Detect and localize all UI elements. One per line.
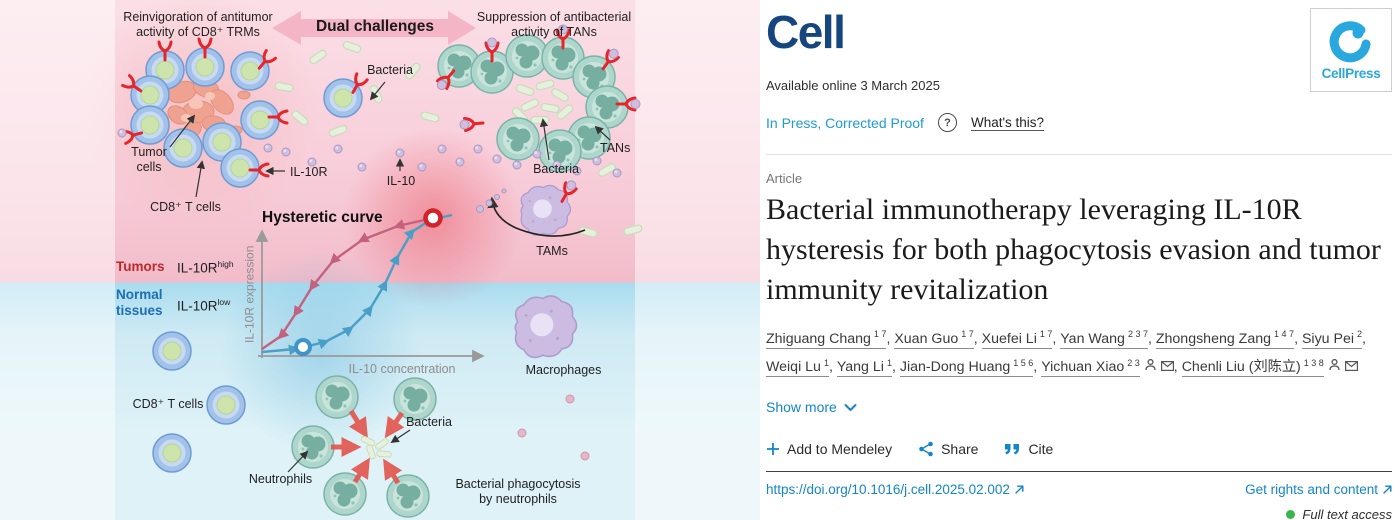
footer-divider <box>766 471 1392 473</box>
neutrophils-label: Neutrophils <box>248 472 313 486</box>
author[interactable]: Siyu Pei 2 <box>1301 329 1366 349</box>
cd8-top-label: CD8⁺ T cells <box>150 200 221 214</box>
cell-journal-logo[interactable]: Cell <box>766 6 846 58</box>
hysteresis-chart <box>255 208 485 363</box>
tans-label: TANs <box>600 141 631 155</box>
plus-icon <box>767 443 779 456</box>
author-corresponding[interactable]: Yichuan Xiao 2 3 <box>1041 358 1182 378</box>
available-online-date: Available online 3 March 2025 <box>766 78 940 93</box>
graphical-abstract: Reinvigoration of antitumor activity of … <box>0 0 760 520</box>
normal-tissues-label: Normal tissues <box>116 287 163 318</box>
person-icon <box>1329 359 1340 375</box>
tumor-cells-label: Tumor cells <box>131 145 167 175</box>
y-axis-label: IL-10R expression <box>242 245 257 344</box>
access-dot-icon <box>1286 510 1296 520</box>
bacteria-burst-label: Bacteria <box>406 415 452 429</box>
dual-challenges-arrow <box>272 11 476 45</box>
cd8-bottom-label: CD8⁺ T cells <box>132 397 204 411</box>
article-title: Bacterial immunotherapy leveraging IL-10… <box>766 193 1381 306</box>
article-header-panel: Cell CellPress Available online 3 March … <box>760 0 1400 520</box>
cite-icon <box>1005 443 1020 455</box>
tan-bacteria-cluster <box>510 78 575 125</box>
hysteretic-curve-label: Hysteretic curve <box>262 209 383 226</box>
chevron-down-icon <box>844 403 857 411</box>
pink-dots <box>517 394 590 461</box>
email-icon <box>1344 359 1358 375</box>
help-icon[interactable]: ? <box>937 113 957 132</box>
graphical-abstract-art <box>117 11 644 518</box>
add-to-mendeley-button[interactable]: Add to Mendeley <box>766 441 892 457</box>
author[interactable]: Zhiguang Chang 1 7 <box>766 329 894 349</box>
annotation-arrows <box>169 81 611 473</box>
tam-cell <box>476 178 586 237</box>
get-rights-link[interactable]: Get rights and content <box>1245 482 1392 497</box>
author[interactable]: Xuan Guo 1 7 <box>894 329 982 349</box>
il10r-low-label: IL-10Rlow <box>177 297 231 314</box>
whats-this-link[interactable]: What's this? <box>970 114 1045 131</box>
tams-label: TAMs <box>536 244 568 258</box>
status-row: In Press, Corrected Proof ? What's this? <box>766 113 1392 132</box>
il10r-label: IL-10R <box>290 165 328 179</box>
bacteria-top-label: Bacteria <box>367 63 413 77</box>
person-icon <box>1145 359 1156 375</box>
external-link-icon <box>1383 485 1392 494</box>
author[interactable]: Weiqi Lu 1 <box>766 358 837 378</box>
share-icon <box>919 442 933 457</box>
in-press-link[interactable]: In Press, Corrected Proof <box>766 114 924 131</box>
author[interactable]: Yang Li 1 <box>836 358 900 378</box>
il10r-high-label: IL-10Rhigh <box>177 259 234 276</box>
macrophages-label: Macrophages <box>525 363 602 377</box>
author[interactable]: Jian-Dong Huang 1 5 6 <box>899 358 1041 378</box>
neutrophil-burst <box>291 375 437 518</box>
author[interactable]: Xuefei Li 1 7 <box>981 329 1060 349</box>
cellpress-wordmark: CellPress <box>1321 65 1381 81</box>
cellpress-swirl-icon <box>1329 20 1371 62</box>
author-corresponding[interactable]: Chenli Liu (刘陈立) 1 3 8 <box>1181 358 1358 378</box>
cellpress-logo[interactable]: CellPress <box>1310 8 1392 92</box>
bacteria-tan-label: Bacteria <box>533 162 579 176</box>
high-state-marker <box>423 208 443 228</box>
action-bar: Add to Mendeley Share Cite <box>766 441 1392 457</box>
caption-antitumor: Reinvigoration of antitumor activity of … <box>123 10 273 40</box>
article-type: Article <box>766 171 803 186</box>
doi-link[interactable]: https://doi.org/10.1016/j.cell.2025.02.0… <box>766 482 1024 497</box>
external-link-icon <box>1015 485 1024 494</box>
dual-challenges-label: Dual challenges <box>315 18 434 35</box>
tumors-label: Tumors <box>116 259 165 274</box>
x-axis-label: IL-10 concentration <box>348 362 456 376</box>
author[interactable]: Zhongsheng Zang 1 4 7 <box>1155 329 1302 349</box>
author[interactable]: Yan Wang 2 3 7 <box>1060 329 1156 349</box>
show-more-button[interactable]: Show more <box>766 399 857 415</box>
share-button[interactable]: Share <box>918 441 978 457</box>
caption-antibacterial: Suppression of antibacterial activity of… <box>476 10 632 40</box>
full-text-access: Full text access <box>766 507 1392 520</box>
email-icon <box>1160 359 1174 375</box>
macrophage-cell <box>514 295 578 359</box>
phagocytosis-label: Bacterial phagocytosis by neutrophils <box>455 477 581 507</box>
header-divider <box>766 154 1392 155</box>
low-state-marker <box>294 338 312 356</box>
il10-label: IL-10 <box>386 174 416 188</box>
doi-row: https://doi.org/10.1016/j.cell.2025.02.0… <box>766 482 1392 497</box>
cite-button[interactable]: Cite <box>1004 441 1053 457</box>
